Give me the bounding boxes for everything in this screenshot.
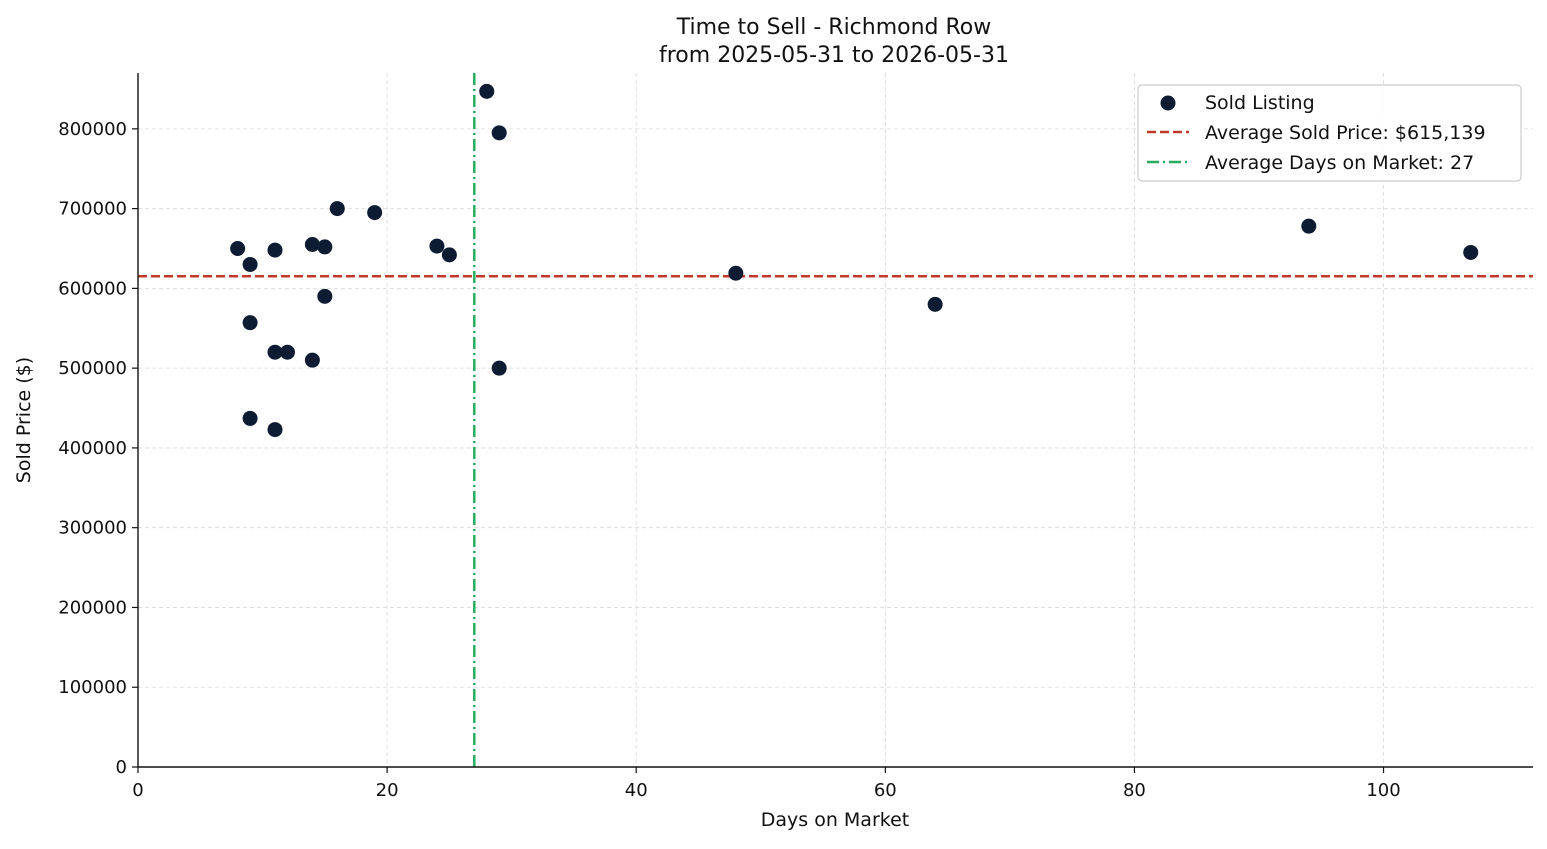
- x-tick-label: 80: [1123, 780, 1146, 801]
- data-point: [242, 315, 258, 331]
- data-point: [317, 288, 333, 304]
- data-point: [267, 344, 283, 360]
- legend: Sold Listing Average Sold Price: $615,13…: [1137, 84, 1522, 182]
- y-tick-label: 100000: [58, 677, 127, 698]
- data-point: [1301, 218, 1317, 234]
- chart-title: Time to Sell - Richmond Row: [676, 15, 992, 40]
- y-tick-label: 600000: [58, 278, 127, 299]
- data-point: [479, 83, 495, 99]
- x-tick-label: 0: [132, 780, 143, 801]
- x-tick-label: 100: [1366, 780, 1400, 801]
- data-point: [242, 410, 258, 426]
- x-tick-label: 60: [874, 780, 897, 801]
- data-point: [317, 239, 333, 255]
- x-axis-label: Days on Market: [761, 809, 909, 831]
- legend-label-sold-listing: Sold Listing: [1205, 92, 1315, 114]
- data-point: [304, 352, 320, 368]
- data-point: [267, 422, 283, 438]
- data-point: [304, 237, 320, 253]
- y-tick-label: 300000: [58, 518, 127, 539]
- axes: [132, 73, 1533, 773]
- y-axis-label: Sold Price ($): [13, 357, 35, 483]
- legend-label-average-price: Average Sold Price: $615,139: [1205, 122, 1486, 144]
- reference-lines: [138, 73, 1533, 767]
- y-tick-label: 500000: [58, 358, 127, 379]
- data-point: [367, 205, 383, 221]
- data-points: [230, 83, 1479, 438]
- y-tick-label: 0: [116, 757, 127, 778]
- y-tick-label: 800000: [58, 119, 127, 140]
- legend-marker-sold-listing: [1160, 95, 1176, 111]
- data-point: [441, 247, 457, 263]
- tick-labels: 0 20 40 60 80 100 0 100000 200000 300000 400000 500…: [58, 119, 1400, 801]
- data-point: [230, 240, 246, 256]
- chart-subtitle: from 2025-05-31 to 2026-05-31: [659, 43, 1009, 68]
- data-point: [279, 344, 295, 360]
- y-tick-label: 700000: [58, 199, 127, 220]
- data-point: [491, 360, 507, 376]
- data-point: [1463, 244, 1479, 260]
- data-point: [728, 265, 744, 281]
- data-point: [491, 125, 507, 141]
- y-tick-label: 400000: [58, 438, 127, 459]
- data-point: [242, 256, 258, 272]
- data-point: [429, 238, 445, 254]
- x-tick-label: 40: [625, 780, 648, 801]
- y-tick-label: 200000: [58, 597, 127, 618]
- x-tick-label: 20: [376, 780, 399, 801]
- legend-box: [1137, 84, 1522, 182]
- legend-label-average-days: Average Days on Market: 27: [1205, 152, 1474, 174]
- data-point: [927, 296, 943, 312]
- data-point: [267, 242, 283, 258]
- data-point: [329, 201, 345, 217]
